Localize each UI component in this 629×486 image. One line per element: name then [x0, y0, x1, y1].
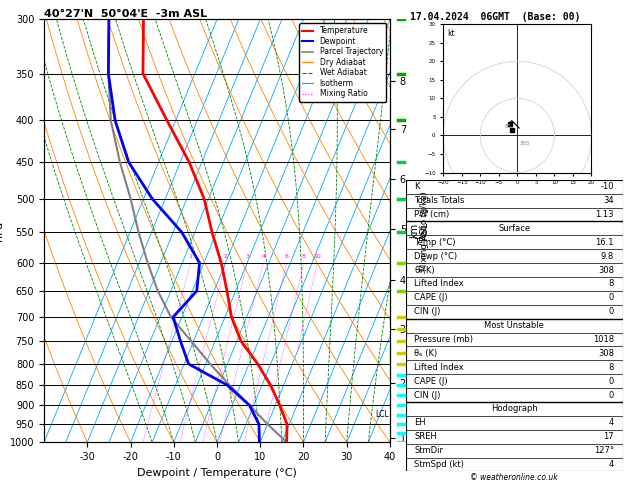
Text: θₑ (K): θₑ (K) — [415, 349, 438, 358]
Text: Mixing Ratio (g/kg): Mixing Ratio (g/kg) — [420, 191, 429, 271]
Text: 3: 3 — [245, 254, 249, 259]
Text: 1018: 1018 — [593, 335, 614, 344]
X-axis label: Dewpoint / Temperature (°C): Dewpoint / Temperature (°C) — [137, 468, 297, 478]
Text: PW (cm): PW (cm) — [415, 210, 450, 219]
Text: StmSpd (kt): StmSpd (kt) — [415, 460, 464, 469]
Text: 17: 17 — [603, 432, 614, 441]
Text: kt: kt — [448, 29, 455, 38]
Text: 308: 308 — [598, 265, 614, 275]
Text: Lifted Index: Lifted Index — [415, 279, 464, 289]
Text: 8: 8 — [609, 363, 614, 372]
Text: 40°27'N  50°04'E  -3m ASL: 40°27'N 50°04'E -3m ASL — [44, 9, 207, 18]
Text: Most Unstable: Most Unstable — [484, 321, 544, 330]
Text: 0: 0 — [609, 391, 614, 399]
Text: 85: 85 — [504, 124, 511, 129]
Text: 10: 10 — [313, 254, 321, 259]
Text: Hodograph: Hodograph — [491, 404, 538, 414]
Text: 17.04.2024  06GMT  (Base: 00): 17.04.2024 06GMT (Base: 00) — [410, 12, 581, 22]
Text: CIN (J): CIN (J) — [415, 391, 441, 399]
Text: 1.13: 1.13 — [596, 210, 614, 219]
Text: 0: 0 — [609, 307, 614, 316]
Text: EH: EH — [415, 418, 426, 427]
Text: Lifted Index: Lifted Index — [415, 363, 464, 372]
Text: 127°: 127° — [594, 446, 614, 455]
Text: 9.8: 9.8 — [601, 252, 614, 260]
Text: 34: 34 — [603, 196, 614, 205]
Text: 4: 4 — [261, 254, 265, 259]
Text: 308: 308 — [598, 349, 614, 358]
Text: -10: -10 — [601, 182, 614, 191]
Y-axis label: km
ASL: km ASL — [409, 222, 430, 240]
Text: Totals Totals: Totals Totals — [415, 196, 465, 205]
Text: 8: 8 — [609, 279, 614, 289]
Text: Surface: Surface — [498, 224, 530, 233]
Text: 0: 0 — [609, 294, 614, 302]
Text: 305: 305 — [519, 141, 530, 146]
Text: CAPE (J): CAPE (J) — [415, 377, 448, 386]
Text: 4: 4 — [609, 460, 614, 469]
Text: CAPE (J): CAPE (J) — [415, 294, 448, 302]
Text: 8: 8 — [302, 254, 306, 259]
Text: 16.1: 16.1 — [596, 238, 614, 247]
Text: StmDir: StmDir — [415, 446, 443, 455]
Text: Pressure (mb): Pressure (mb) — [415, 335, 474, 344]
Text: K: K — [415, 182, 420, 191]
Text: θₑ(K): θₑ(K) — [415, 265, 435, 275]
Text: LCL: LCL — [375, 410, 389, 419]
Text: 6: 6 — [285, 254, 289, 259]
Text: 4: 4 — [609, 418, 614, 427]
Text: © weatheronline.co.uk: © weatheronline.co.uk — [470, 473, 558, 482]
Text: 0: 0 — [609, 377, 614, 386]
Text: SREH: SREH — [415, 432, 437, 441]
Text: 1: 1 — [189, 254, 192, 259]
Text: Temp (°C): Temp (°C) — [415, 238, 456, 247]
Text: Dewp (°C): Dewp (°C) — [415, 252, 457, 260]
Legend: Temperature, Dewpoint, Parcel Trajectory, Dry Adiabat, Wet Adiabat, Isotherm, Mi: Temperature, Dewpoint, Parcel Trajectory… — [299, 23, 386, 102]
Text: CIN (J): CIN (J) — [415, 307, 441, 316]
Y-axis label: hPa: hPa — [0, 221, 4, 241]
Text: 2: 2 — [224, 254, 228, 259]
